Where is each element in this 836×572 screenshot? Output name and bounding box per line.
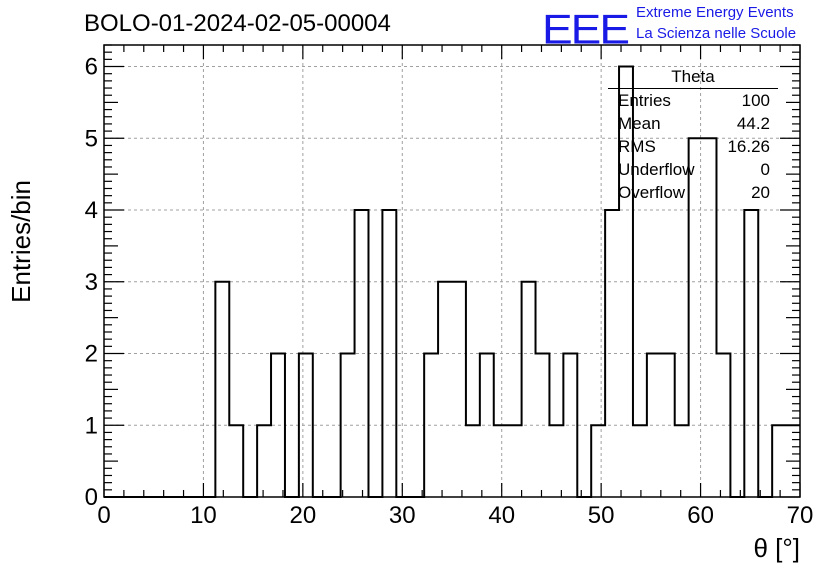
stats-row: Mean 44.2	[618, 112, 778, 135]
stats-row: Entries 100	[618, 89, 778, 112]
stats-title: Theta	[608, 66, 778, 89]
x-tick-label: 60	[687, 502, 714, 529]
stats-label: Underflow	[618, 160, 695, 179]
y-tick-label: 6	[85, 54, 98, 81]
org-name: Extreme Energy Events	[636, 4, 794, 21]
y-axis-label: Entries/bin	[6, 180, 36, 303]
axis-ticks	[103, 44, 801, 498]
x-tick-label: 20	[290, 502, 317, 529]
stats-row: Overflow 20	[618, 181, 778, 204]
stats-value: 20	[751, 183, 770, 202]
org-subtitle: La Scienza nelle Scuole	[636, 25, 797, 42]
y-tick-label: 3	[85, 269, 98, 296]
stats-value: 0	[760, 160, 770, 179]
plot-frame	[103, 44, 801, 498]
y-tick-label: 0	[85, 484, 98, 511]
chart-title: BOLO-01-2024-02-05-00004	[84, 10, 391, 37]
stats-row: Underflow 0	[618, 158, 778, 181]
stats-value: 16.26	[727, 137, 770, 156]
stats-label: Mean	[618, 114, 661, 133]
x-axis-label: θ [°]	[753, 533, 800, 563]
stats-label: Entries	[618, 91, 671, 110]
x-tick-label: 30	[389, 502, 416, 529]
stats-value: 100	[741, 91, 770, 110]
x-tick-label: 50	[588, 502, 615, 529]
x-tick-label: 0	[97, 502, 110, 529]
y-tick-label: 5	[85, 125, 98, 152]
tick-labels: 0 10 20 30 40 50 60 70 0 1 2 3 4 5 6	[85, 54, 814, 529]
histogram-outline	[104, 65, 800, 498]
eee-logo: EEE	[542, 5, 630, 53]
x-tick-label: 70	[787, 502, 814, 529]
y-tick-label: 2	[85, 341, 98, 368]
x-tick-label: 40	[488, 502, 515, 529]
stats-row: RMS 16.26	[618, 135, 778, 158]
stats-box: Theta Entries 100 Mean 44.2 RMS 16.26 Un…	[608, 66, 778, 204]
y-tick-label: 4	[85, 197, 98, 224]
stats-label: RMS	[618, 137, 656, 156]
stats-label: Overflow	[618, 183, 686, 202]
stats-value: 44.2	[736, 114, 770, 133]
x-tick-label: 10	[190, 502, 217, 529]
y-tick-label: 1	[85, 412, 98, 439]
